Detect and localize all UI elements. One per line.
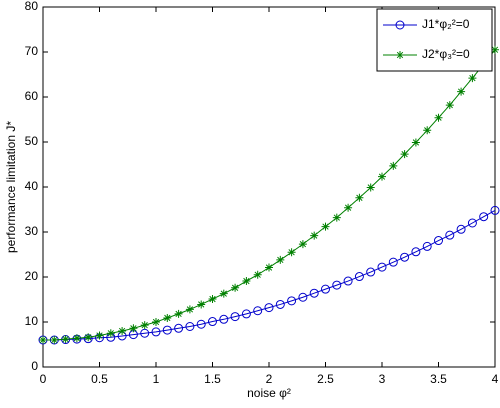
x-tick-label: 0: [40, 372, 47, 386]
y-tick-label: 60: [25, 89, 39, 103]
marker: [241, 309, 251, 319]
marker: [309, 288, 319, 298]
marker: [106, 329, 115, 338]
marker: [231, 283, 240, 292]
marker: [253, 270, 262, 279]
marker: [479, 212, 489, 222]
marker: [310, 231, 319, 240]
marker: [423, 126, 432, 135]
marker: [163, 313, 172, 322]
marker: [389, 161, 398, 170]
marker: [208, 317, 217, 327]
marker: [490, 205, 500, 215]
marker: [491, 45, 499, 54]
marker: [162, 325, 172, 335]
legend-box: [376, 8, 493, 72]
y-tick-label: 80: [25, 0, 39, 13]
marker: [445, 230, 455, 240]
marker: [84, 333, 93, 342]
marker: [377, 262, 387, 272]
marker: [298, 240, 307, 249]
legend-label: J2*φ₃²=0: [422, 47, 470, 61]
marker: [366, 267, 376, 277]
marker: [354, 272, 364, 282]
marker: [298, 292, 308, 302]
marker: [152, 318, 160, 326]
marker: [400, 150, 409, 159]
marker: [129, 324, 138, 333]
marker: [219, 314, 229, 324]
marker: [95, 331, 104, 340]
marker: [265, 263, 273, 272]
marker: [264, 303, 274, 313]
marker: [388, 257, 398, 267]
marker: [457, 87, 466, 96]
marker: [411, 247, 421, 257]
marker: [276, 255, 285, 264]
x-tick-label: 1.5: [204, 372, 221, 386]
legend-marker: [395, 20, 405, 30]
marker: [208, 295, 217, 304]
x-tick-label: 3: [379, 372, 386, 386]
marker: [445, 101, 454, 110]
marker: [230, 312, 240, 322]
marker: [468, 74, 477, 83]
marker: [140, 321, 149, 330]
x-tick-label: 2.5: [317, 372, 334, 386]
marker: [456, 224, 466, 234]
y-tick-label: 0: [31, 359, 38, 373]
marker: [434, 236, 443, 246]
marker: [151, 327, 161, 337]
marker: [422, 241, 432, 251]
marker: [321, 222, 330, 231]
marker: [287, 248, 296, 257]
marker: [174, 309, 183, 318]
x-tick-label: 1: [153, 372, 160, 386]
marker: [287, 296, 297, 306]
y-axis-label: performance limitation J*: [4, 121, 18, 253]
x-axis-label: noise φ²: [247, 386, 291, 400]
y-tick-label: 70: [25, 44, 39, 58]
y-tick-label: 50: [25, 134, 39, 148]
marker: [253, 306, 263, 316]
marker: [174, 323, 184, 333]
legend-label: J1*φ₂²=0: [422, 17, 470, 31]
marker: [378, 172, 386, 181]
marker: [197, 300, 206, 309]
marker: [72, 334, 81, 343]
marker: [196, 319, 206, 329]
marker: [61, 335, 70, 344]
x-tick-label: 0.5: [91, 372, 108, 386]
marker: [185, 322, 195, 331]
x-tick-label: 2: [266, 372, 273, 386]
x-tick-label: 4: [492, 372, 499, 386]
legend-marker: [396, 51, 404, 59]
x-tick-label: 3.5: [430, 372, 447, 386]
marker: [321, 284, 330, 294]
marker: [140, 328, 150, 338]
marker: [355, 193, 364, 202]
marker: [343, 276, 353, 286]
y-tick-label: 20: [25, 269, 39, 283]
marker: [50, 336, 59, 344]
marker: [467, 218, 477, 228]
y-tick-label: 30: [25, 224, 39, 238]
marker: [332, 280, 342, 290]
marker: [242, 277, 251, 286]
marker: [344, 203, 353, 212]
marker: [434, 113, 443, 122]
marker: [400, 252, 410, 262]
marker: [118, 327, 127, 335]
marker: [366, 183, 375, 192]
y-tick-label: 10: [25, 314, 39, 328]
marker: [332, 213, 341, 222]
marker: [411, 138, 420, 147]
marker: [185, 305, 194, 314]
marker: [219, 289, 228, 298]
marker: [39, 336, 47, 344]
y-tick-label: 40: [25, 179, 39, 193]
marker: [275, 299, 285, 309]
